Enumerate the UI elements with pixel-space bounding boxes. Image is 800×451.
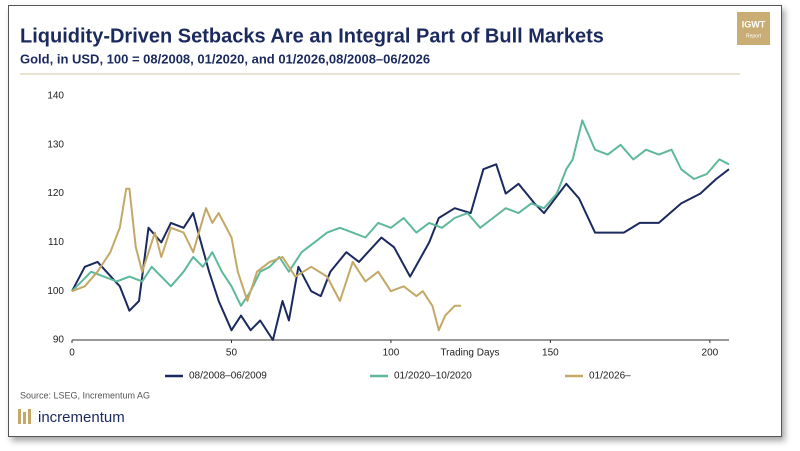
brand-logo — [18, 409, 31, 424]
legend-label: 01/2026– — [589, 371, 631, 382]
y-tick-label: 90 — [53, 335, 65, 346]
card — [8, 5, 782, 437]
brand: incrementum — [38, 409, 125, 426]
legend-label: 08/2008–06/2009 — [189, 371, 267, 382]
y-tick-label: 140 — [47, 91, 64, 102]
x-tick-label: 200 — [702, 348, 719, 359]
x-tick-label: 150 — [542, 348, 559, 359]
badge — [737, 12, 770, 45]
y-tick-label: 130 — [47, 139, 64, 150]
chart-title: Liquidity-Driven Setbacks Are an Integra… — [20, 25, 604, 47]
x-axis-label: Trading Days — [440, 348, 499, 359]
source: Source: LSEG, Incrementum AG — [20, 390, 150, 400]
x-tick-label: 0 — [69, 348, 75, 359]
y-tick-label: 110 — [48, 237, 64, 248]
y-tick-label: 100 — [47, 286, 64, 297]
y-tick-label: 120 — [47, 188, 64, 199]
legend-label: 01/2020–10/2020 — [394, 371, 472, 382]
badge-subtitle: Report — [746, 33, 762, 39]
series-line — [71, 187, 462, 332]
badge-title: IGWT — [742, 19, 766, 29]
x-tick-label: 100 — [383, 348, 400, 359]
series-line — [71, 163, 730, 341]
chart-subtitle: Gold, in USD, 100 = 08/2008, 01/2020, an… — [20, 51, 430, 66]
x-tick-label: 50 — [226, 348, 238, 359]
series-line — [71, 119, 730, 307]
